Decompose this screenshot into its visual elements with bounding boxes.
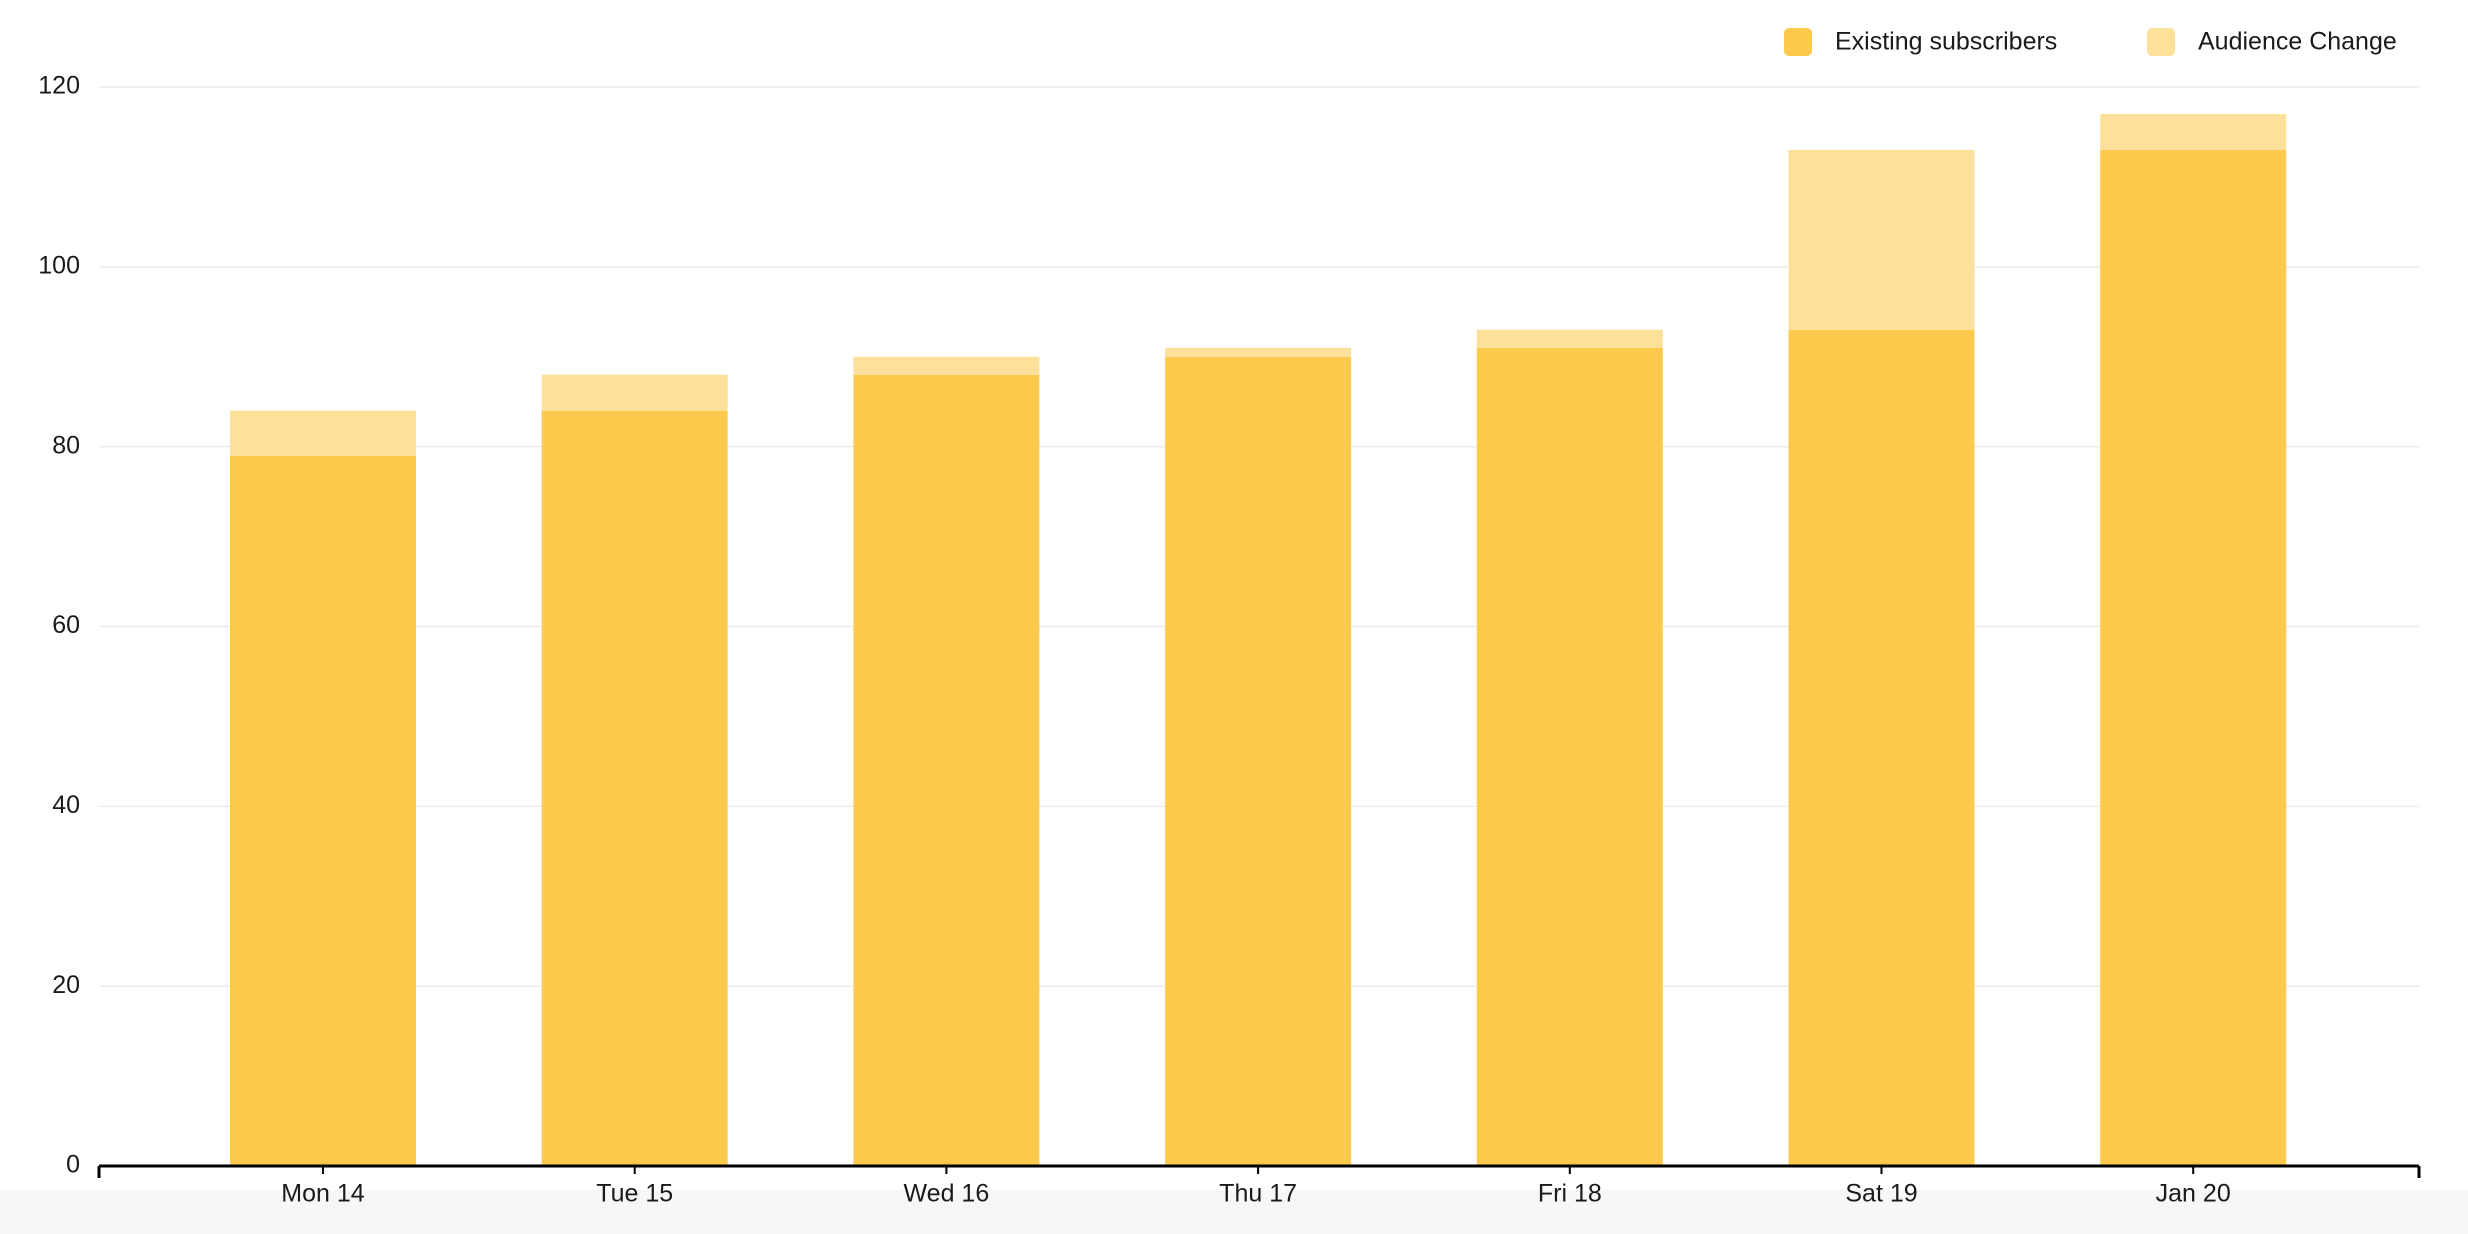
x-tick-label: Mon 14 (281, 1180, 364, 1208)
x-tick-label: Fri 18 (1538, 1180, 1602, 1208)
legend-label: Existing subscribers (1835, 28, 2057, 56)
y-tick-label: 100 (38, 251, 80, 279)
bar-segment (541, 410, 728, 1166)
bar-segment (853, 374, 1040, 1166)
y-tick-label: 40 (52, 791, 80, 819)
bar-segment (230, 455, 416, 1166)
bar-segment (2100, 149, 2287, 1167)
bar-segment (541, 374, 728, 411)
legend-swatch (1784, 28, 1812, 56)
y-tick-label: 20 (52, 971, 80, 999)
x-tick-label: Jan 20 (2156, 1180, 2231, 1208)
bar-segment (1165, 347, 1352, 357)
bar-segment (853, 356, 1040, 375)
y-tick-label: 0 (66, 1151, 80, 1179)
bar-segment (1165, 356, 1352, 1166)
y-tick-label: 120 (38, 72, 80, 100)
bar-segment (1788, 149, 1975, 330)
bar-segment (2100, 113, 2287, 150)
bar-segment (230, 410, 416, 456)
bar-segment (1476, 329, 1663, 348)
x-tick-label: Sat 19 (1845, 1180, 1917, 1208)
x-tick-label: Thu 17 (1219, 1180, 1297, 1208)
y-tick-label: 80 (52, 431, 80, 459)
bar-segment (1788, 329, 1975, 1166)
x-tick-label: Wed 16 (904, 1180, 990, 1208)
footer-strip (0, 1190, 2468, 1234)
x-tick-label: Tue 15 (596, 1180, 673, 1208)
legend-label: Audience Change (2198, 28, 2397, 56)
y-tick-label: 60 (52, 611, 80, 639)
bar-segment (1476, 347, 1663, 1167)
legend-swatch (2147, 28, 2175, 56)
